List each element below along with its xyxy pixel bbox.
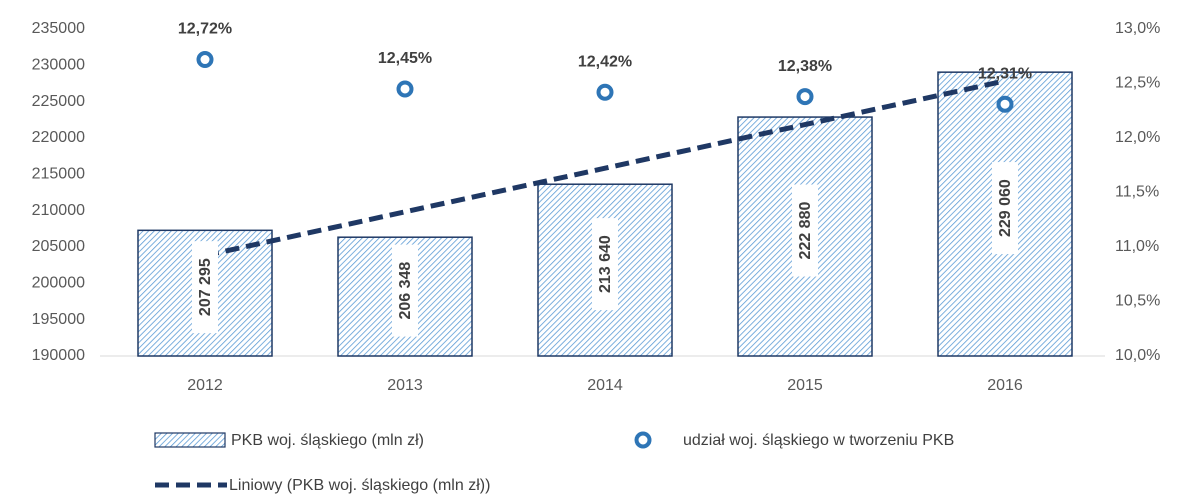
share-dot [396, 80, 414, 98]
y2-tick-label: 12,0% [1115, 129, 1160, 146]
bar-label-group: 213 640 [592, 218, 618, 311]
dot-label: 12,72% [178, 21, 232, 38]
bar-label-group: 206 348 [392, 244, 418, 337]
bar-label-box [592, 218, 618, 311]
share-dot [196, 51, 214, 69]
share-dot [796, 88, 814, 106]
bar-label: 222 880 [797, 202, 814, 260]
y-tick-label: 230000 [32, 57, 85, 74]
legend-swatch [634, 431, 652, 449]
y-tick-label: 205000 [32, 238, 85, 255]
y2-tick-label: 10,0% [1115, 347, 1160, 364]
bar-label: 229 060 [997, 179, 1014, 237]
bar-label-box [392, 244, 418, 337]
dot-label: 12,31% [978, 65, 1032, 82]
dot-label: 12,38% [778, 58, 832, 75]
dot-label: 12,45% [378, 50, 432, 67]
x-tick-label: 2016 [987, 377, 1023, 394]
x-tick-label: 2012 [187, 377, 223, 394]
y2-tick-label: 11,5% [1115, 184, 1159, 201]
bar-label-group: 222 880 [792, 184, 818, 277]
x-tick-label: 2014 [587, 377, 623, 394]
y2-tick-label: 13,0% [1115, 20, 1160, 37]
bar-label-box [192, 241, 218, 334]
bar-label: 206 348 [397, 262, 414, 320]
y-tick-label: 190000 [32, 347, 85, 364]
share-dot [996, 95, 1014, 113]
bar-label-group: 229 060 [992, 162, 1018, 255]
y-tick-label: 210000 [32, 202, 85, 219]
legend-swatch [154, 432, 226, 448]
legend-label: udział woj. śląskiego w tworzeniu PKB [683, 432, 954, 449]
bar-label: 207 295 [197, 258, 214, 316]
legend-label: PKB woj. śląskiego (mln zł) [231, 432, 424, 449]
bar-label-box [792, 184, 818, 277]
y2-tick-label: 11,0% [1115, 238, 1159, 255]
trend-line [204, 78, 1006, 258]
y-tick-label: 200000 [32, 275, 85, 292]
x-tick-label: 2013 [387, 377, 423, 394]
bar-label: 213 640 [597, 235, 614, 293]
y2-tick-label: 12,5% [1115, 75, 1160, 92]
dot-label: 12,42% [578, 53, 632, 70]
y-tick-label: 215000 [32, 166, 85, 183]
y2-tick-label: 10,5% [1115, 293, 1160, 310]
y-tick-label: 235000 [32, 20, 85, 37]
share-dot [596, 83, 614, 101]
y-tick-label: 220000 [32, 129, 85, 146]
y-tick-label: 195000 [32, 311, 85, 328]
y-tick-label: 225000 [32, 93, 85, 110]
bar-label-box [992, 162, 1018, 255]
bar-label-group: 207 295 [192, 241, 218, 334]
x-tick-label: 2015 [787, 377, 823, 394]
legend-label: Liniowy (PKB woj. śląskiego (mln zł)) [229, 477, 490, 494]
